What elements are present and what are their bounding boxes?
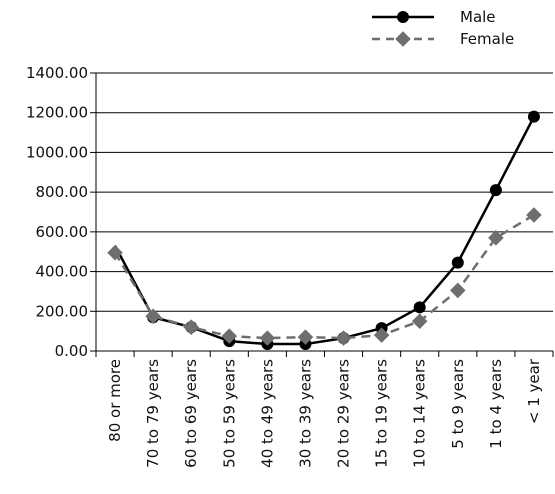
y-tick-label: 1400.00 — [26, 64, 88, 82]
data-point — [526, 207, 542, 223]
x-tick-label: 15 to 19 years — [373, 359, 391, 468]
y-tick-label: 1000.00 — [26, 143, 88, 161]
x-axis-tick-labels: 80 or more 70 to 79 years 60 to 69 years 50… — [106, 358, 543, 468]
series-line-male — [113, 116, 536, 346]
x-tick-label: 50 to 59 years — [220, 359, 238, 468]
y-tick-label: 800.00 — [36, 183, 89, 201]
x-tick-label: 30 to 39 years — [296, 359, 314, 468]
data-point — [107, 244, 123, 261]
y-tick-label: 200.00 — [36, 302, 89, 320]
x-tick-label: < 1 year — [525, 358, 543, 424]
data-point — [488, 230, 504, 246]
y-tick-label: 600.00 — [36, 223, 89, 241]
y-axis-tick-labels: 0.00 200.00 400.00 600.00 800.00 1000.00 1200.… — [26, 64, 88, 360]
y-tick-label: 400.00 — [36, 263, 89, 281]
legend-item-male: Male — [372, 8, 496, 26]
series-line-female — [113, 213, 535, 340]
x-tick-label: 5 to 9 years — [449, 359, 467, 449]
gridlines — [90, 72, 553, 352]
data-point — [450, 282, 466, 299]
legend-marker-female — [395, 31, 411, 47]
data-point — [527, 110, 540, 123]
y-tick-label: 0.00 — [55, 342, 88, 360]
x-tick-label: 60 to 69 years — [182, 359, 200, 468]
x-tick-label: 10 to 14 years — [411, 359, 429, 468]
legend-label-male: Male — [460, 8, 496, 26]
legend: Male Female — [372, 8, 514, 48]
x-tick-label: 70 to 79 years — [144, 359, 162, 468]
x-tick-label: 20 to 29 years — [335, 359, 353, 468]
data-point — [221, 328, 238, 344]
data-point — [489, 184, 502, 197]
x-tick-label: 1 to 4 years — [487, 359, 505, 449]
y-tick-label: 1200.00 — [26, 104, 88, 122]
data-point — [145, 308, 161, 325]
data-point — [183, 319, 199, 335]
x-tick-label: 40 to 49 years — [258, 359, 276, 468]
data-point — [451, 256, 464, 269]
x-tick-label: 80 or more — [106, 359, 124, 442]
axes — [95, 73, 554, 357]
legend-marker-male — [397, 11, 409, 23]
data-point — [335, 330, 352, 346]
legend-item-female: Female — [372, 30, 514, 48]
series-lines — [107, 110, 542, 351]
legend-label-female: Female — [460, 30, 514, 48]
series-male — [113, 110, 540, 351]
data-point — [413, 301, 426, 314]
